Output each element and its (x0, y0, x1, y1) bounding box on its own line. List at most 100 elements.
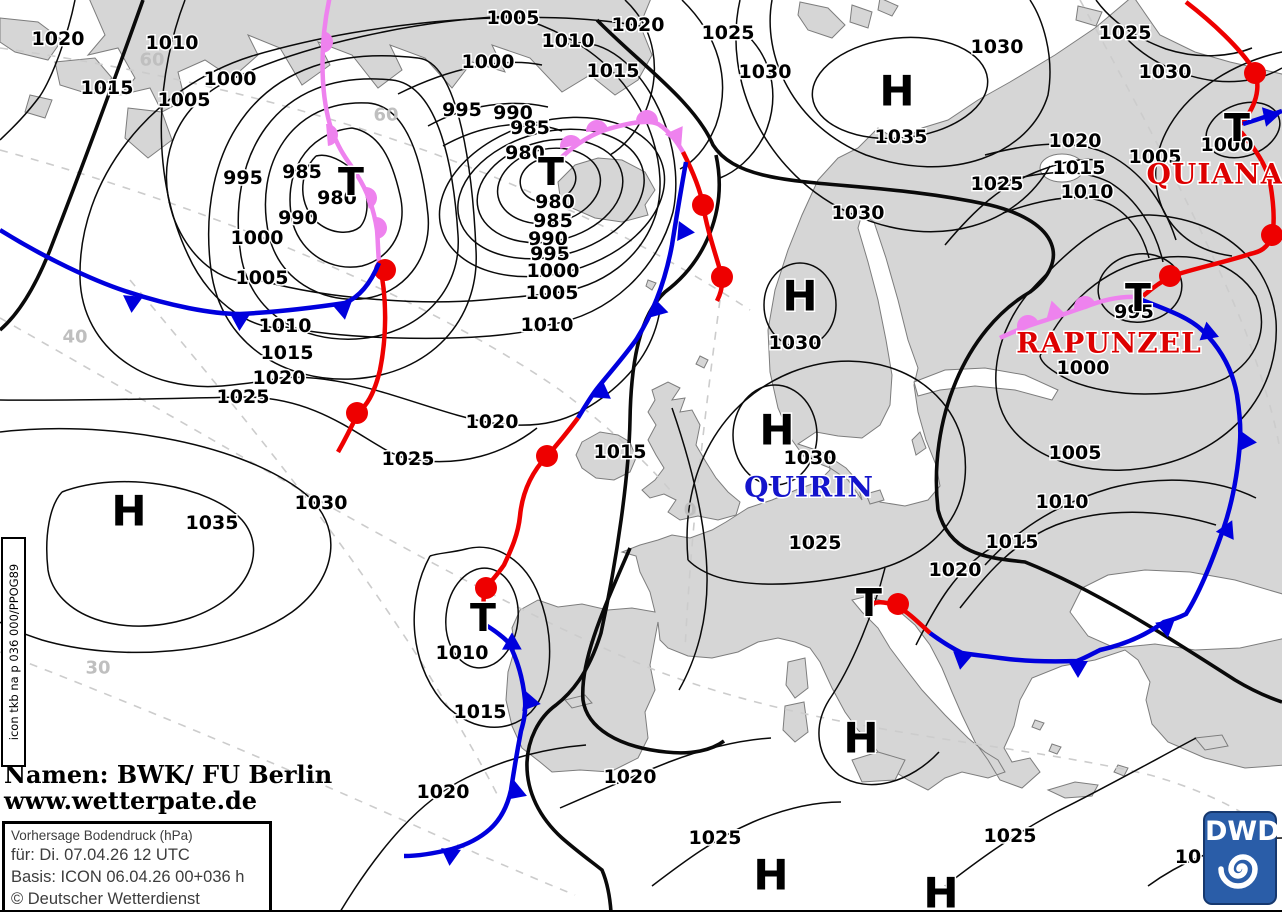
arctic-islands (54, 57, 113, 96)
graticule-label: 40 (62, 327, 87, 348)
crete (1046, 781, 1099, 799)
pressure-label: 995 (1114, 301, 1154, 323)
cold-front-path (576, 161, 689, 420)
pressure-label: 1025 (702, 22, 755, 44)
warm-front-path (336, 261, 388, 454)
system-name-label: QUIANA (1147, 158, 1282, 191)
latitude-30-line (0, 651, 576, 896)
meridian-east-line (1079, 0, 1281, 451)
map-bottom-border (0, 910, 1282, 912)
cyprus (1194, 734, 1229, 751)
high-pressure-marker: H (843, 714, 878, 763)
pressure-label: 1035 (186, 512, 239, 534)
latitude-50-line (0, 149, 671, 491)
pressure-label: 1010 (521, 314, 574, 336)
pressure-label: 1030 (295, 492, 348, 514)
baltic-sea (796, 213, 941, 507)
pressure-label: 1015 (594, 441, 647, 463)
cold-front-path (928, 297, 1243, 664)
cold-front-path (0, 228, 382, 317)
high-pressure-markers: H H H H H H H (110, 65, 960, 912)
pressure-label: 1025 (971, 173, 1024, 195)
pressure-label: 1035 (875, 126, 928, 148)
pressure-label: 1000 (1057, 357, 1110, 379)
pressure-label: 1015 (1053, 157, 1106, 179)
pressure-label: 1015 (261, 342, 314, 364)
credits-block: Namen: BWK/ FU Berlin www.wetterpate.de (4, 762, 332, 814)
pressure-label: 1000 (462, 51, 515, 73)
pressure-label: 1005 (526, 282, 579, 304)
aegean-island (1031, 719, 1045, 731)
pressure-label: 985 (510, 117, 550, 139)
faroe (645, 279, 657, 291)
pressure-label: 1020 (417, 781, 470, 803)
ireland (575, 431, 637, 481)
gotland (911, 431, 927, 456)
pressure-label: 1025 (217, 386, 270, 408)
pressure-label: 980 (505, 142, 545, 164)
dwd-logo: DWD (1203, 811, 1280, 905)
forecast-valid-time: für: Di. 07.04.26 12 UTC (11, 846, 190, 864)
graticule-labels: 60 60 40 30 0 (62, 50, 696, 679)
forecast-copyright: © Deutscher Wetterdienst (11, 890, 200, 908)
pressure-label: 1020 (604, 766, 657, 788)
pressure-label: 1015 (454, 701, 507, 723)
meridian-west-line (129, 279, 501, 801)
system-name-label: QUIRIN (744, 471, 874, 504)
warm-front-path (680, 150, 725, 303)
pressure-label: 1030 (739, 61, 792, 83)
pressure-label: 1020 (612, 14, 665, 36)
pressure-label: 1010 (146, 32, 199, 54)
pressure-label: 1000 (231, 227, 284, 249)
pressure-label: 1025 (382, 448, 435, 470)
pressure-label: 1000 (1201, 134, 1254, 156)
pressure-label: 995 (442, 99, 482, 121)
svalbard (877, 0, 899, 17)
danish-isles (865, 489, 885, 505)
pressure-label: 1005 (487, 7, 540, 29)
pressure-label: 1020 (929, 559, 982, 581)
pressure-label: 1005 (158, 89, 211, 111)
arctic-islands (0, 17, 63, 61)
pressure-label: 1020 (466, 411, 519, 433)
rhodes (1113, 764, 1129, 777)
low-pressure-marker: T (1224, 106, 1250, 150)
low-pressure-marker: T (338, 160, 364, 204)
pressure-label: 1015 (587, 60, 640, 82)
pressure-label: 1000 (527, 260, 580, 282)
pressure-label: 985 (533, 210, 573, 232)
pressure-label: 980 (535, 191, 575, 213)
sicily (851, 751, 906, 783)
pressure-label: 1030 (832, 202, 885, 224)
balearics (564, 694, 593, 709)
pressure-label: 1020 (253, 367, 306, 389)
pressure-label: 995 (223, 167, 263, 189)
pressure-label: 1000 (204, 68, 257, 90)
pressure-label: 1020 (32, 28, 85, 50)
dwd-spiral-icon (1218, 854, 1258, 889)
low-pressure-markers: T T T T T T (337, 105, 1252, 642)
high-pressure-marker: H (759, 406, 794, 455)
high-pressure-marker: H (923, 869, 958, 912)
graticule-label: 0 (684, 500, 697, 521)
product-id-label: icon tkb na p 036 000/PPOG89 (6, 563, 21, 741)
pressure-label: 1020 (1049, 130, 1102, 152)
corsica (785, 657, 809, 699)
graticule-label: 30 (85, 658, 110, 679)
svalbard (797, 1, 846, 39)
product-id-box: icon tkb na p 036 000/PPOG89 (1, 537, 26, 767)
sardinia (782, 701, 809, 743)
high-pressure-marker: H (782, 272, 817, 321)
pressure-label: 1010 (1061, 181, 1114, 203)
pressure-label: 1010 (1036, 491, 1089, 513)
pressure-label: 10 (1175, 846, 1201, 868)
pressure-label: 1010 (542, 30, 595, 52)
low-pressure-marker: T (470, 596, 496, 640)
arctic-islands (124, 107, 173, 159)
pressure-label: 1010 (436, 642, 489, 664)
weather-fronts (0, 0, 1282, 867)
